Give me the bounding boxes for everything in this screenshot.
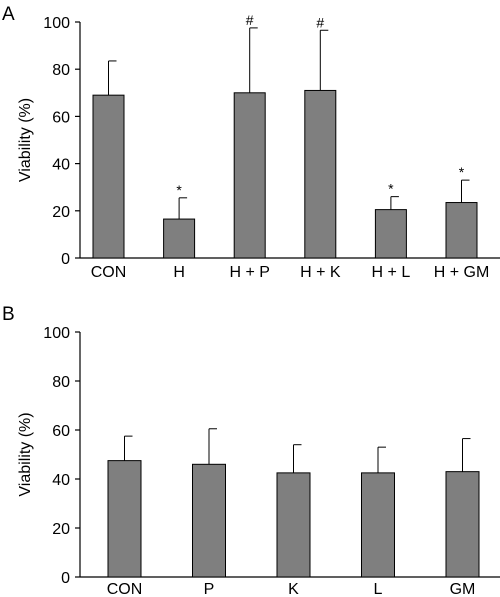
- x-tick-label: H + K: [300, 264, 341, 281]
- y-tick-label: 40: [52, 472, 70, 489]
- y-tick-label: 20: [52, 521, 70, 538]
- bar: [233, 92, 266, 259]
- significance-marker: *: [388, 181, 394, 197]
- x-tick-label: GM: [450, 581, 476, 597]
- bar: [163, 218, 196, 259]
- y-tick-label: 20: [52, 204, 70, 221]
- panel-label: A: [2, 4, 15, 25]
- y-tick-label: 80: [52, 62, 70, 79]
- panel-label: B: [2, 304, 15, 325]
- significance-marker: #: [316, 14, 324, 30]
- chart-panel-b: B 0 20 40 60 80 100 Viability (%) CON P K L GM: [2, 304, 500, 597]
- x-tick-label: L: [374, 581, 383, 597]
- x-tick-label: CON: [91, 264, 127, 281]
- bar: [107, 460, 142, 578]
- bar: [445, 471, 480, 578]
- y-tick-label: 100: [43, 15, 70, 32]
- bar: [374, 209, 407, 259]
- bar: [445, 202, 478, 259]
- x-tick-label: H: [173, 264, 185, 281]
- x-tick-label: CON: [107, 581, 143, 597]
- bar: [92, 94, 125, 259]
- bar: [304, 89, 337, 259]
- y-tick-label: 100: [43, 325, 70, 342]
- x-tick-label: H + L: [372, 264, 411, 281]
- y-axis-title: Viability (%): [17, 98, 34, 182]
- y-tick-label: 0: [61, 570, 70, 587]
- bar: [361, 472, 395, 578]
- significance-marker: #: [246, 12, 254, 28]
- y-tick-label: 80: [52, 374, 70, 391]
- y-tick-label: 60: [52, 423, 70, 440]
- bar: [276, 472, 311, 578]
- x-tick-label: P: [204, 581, 215, 597]
- x-tick-label: K: [288, 581, 299, 597]
- significance-marker: *: [176, 182, 182, 198]
- chart-panel-a: A 0 20 40 60 80 100 Viability (%) CON * H # H + P # H …: [2, 4, 500, 281]
- x-tick-label: H + GM: [434, 264, 490, 281]
- y-tick-label: 40: [52, 157, 70, 174]
- y-tick-label: 0: [61, 251, 70, 268]
- y-tick-label: 60: [52, 109, 70, 126]
- bar: [192, 463, 226, 578]
- y-axis-title: Viability (%): [17, 412, 34, 496]
- x-tick-label: H + P: [229, 264, 269, 281]
- significance-marker: *: [459, 164, 465, 180]
